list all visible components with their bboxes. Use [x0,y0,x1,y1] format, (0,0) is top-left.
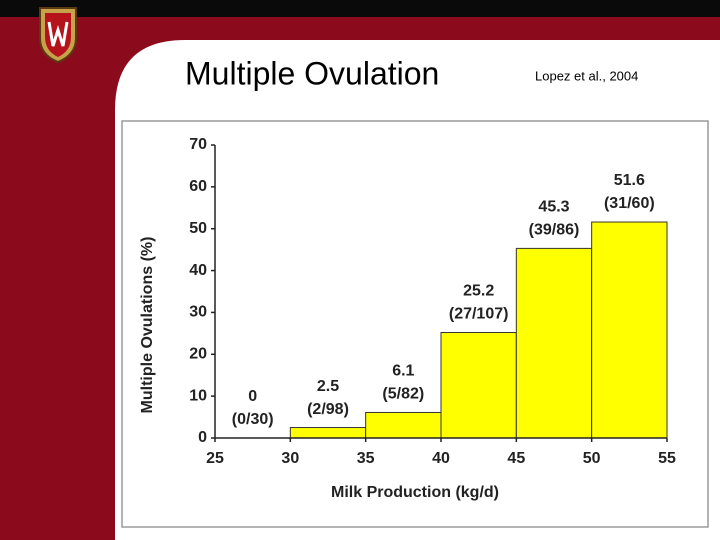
x-tick-label: 45 [507,450,525,467]
bar-annotation: (39/86) [529,222,580,239]
bar-value-label: 51.6 [614,172,645,189]
bar-annotation: (0/30) [232,411,274,428]
bar [289,427,367,439]
x-tick-label: 25 [206,450,224,467]
y-tick-label: 40 [189,262,207,279]
bar-value-label: 6.1 [392,363,414,380]
y-tick-label: 10 [189,387,207,404]
x-axis-label: Milk Production (kg/d) [331,484,499,501]
bar-value-label: 25.2 [463,283,494,300]
bar-value-label: 2.5 [317,378,339,395]
bar [515,247,593,439]
bar-annotation: (5/82) [382,386,424,403]
slide-title: Multiple Ovulation [185,55,439,91]
x-tick-label: 55 [658,450,676,467]
x-tick-label: 30 [281,450,299,467]
y-tick-label: 0 [198,429,207,446]
y-tick-label: 50 [189,220,207,237]
logo [39,7,77,64]
bar [365,411,442,439]
y-tick-label: 30 [189,304,207,321]
bar-value-label: 0 [248,388,257,405]
y-tick-label: 70 [189,136,207,153]
top-strip [0,0,720,17]
x-tick-label: 50 [583,450,601,467]
bar-value-label: 45.3 [538,199,569,216]
citation: Lopez et al., 2004 [535,68,638,83]
y-tick-label: 20 [189,346,207,363]
y-tick-label: 60 [189,178,207,195]
bar-annotation: (27/107) [449,306,509,323]
x-tick-label: 35 [357,450,375,467]
bar-annotation: (2/98) [307,401,349,418]
bar [591,221,668,439]
bar-annotation: (31/60) [604,195,655,212]
y-axis-label: Multiple Ovulations (%) [139,237,156,414]
bar [440,332,517,439]
x-tick-label: 40 [432,450,450,467]
